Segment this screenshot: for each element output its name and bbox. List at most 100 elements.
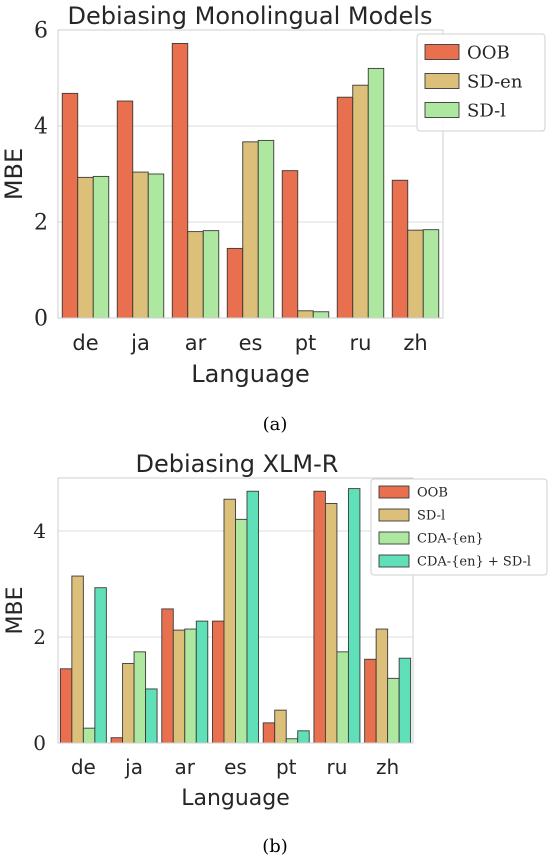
bar-ja-cda-en-sd-l (145, 688, 158, 744)
y-tick-label: 0 (33, 731, 46, 755)
legend-swatch (378, 485, 410, 499)
bar-zh-cda-en-sd-l (398, 657, 412, 744)
y-tick-label: 2 (33, 625, 46, 649)
y-tick-label: 0 (34, 307, 48, 332)
figure-caption: (b) (262, 836, 288, 856)
y-tick-label: 6 (34, 19, 48, 44)
bar-pt-cda-en-sd-l (297, 730, 310, 744)
legend: OOB SD-en SD-l (416, 33, 546, 132)
bar-ar-oob (171, 42, 189, 319)
bar-ru-oob (313, 490, 326, 744)
x-tick-label: de (72, 331, 98, 355)
bar-pt-sd-l (312, 311, 330, 319)
bar-pt-oob (281, 170, 299, 319)
x-tick-label: de (71, 755, 96, 779)
bar-ru-sd-l (324, 502, 338, 744)
bar-ar-cda-en- (184, 628, 197, 744)
bar-de-oob (59, 668, 73, 744)
x-tick-label: ru (326, 755, 347, 779)
y-axis-label: MBE (3, 587, 28, 635)
bar-ja-sd-l (147, 173, 165, 319)
bar-ru-cda-en- (336, 651, 349, 744)
bar-ar-oob (161, 608, 174, 744)
bar-de-sd-l (71, 575, 84, 744)
chart-panel-b: 0 2 4 de ja ar es pt ru zh Debiasing XLM-R Language… (3, 450, 548, 856)
x-tick-label: zh (376, 755, 399, 779)
legend-label: SD-l (417, 509, 445, 524)
x-tick-label: zh (403, 331, 427, 355)
legend-swatch (424, 102, 460, 118)
legend: OOB SD-l CDA-{en} CDA-{en} + SD-l (370, 478, 548, 576)
legend-swatch (424, 73, 460, 89)
bar-de-sd-en (77, 176, 94, 319)
bar-es-cda-en- (235, 518, 248, 744)
legend-swatch (378, 554, 410, 568)
legend-label: CDA-{en} (417, 532, 484, 547)
x-tick-label: es (224, 755, 247, 779)
bar-ar-sd-l (172, 629, 186, 744)
chart-title: Debiasing XLM-R (136, 450, 339, 478)
bar-es-sd-l (257, 139, 275, 319)
bar-zh-sd-en (407, 229, 424, 319)
plot-frame (57, 477, 414, 744)
y-tick-label: 4 (33, 519, 46, 543)
legend-label: OOB (467, 42, 510, 63)
bar-pt-sd-l (274, 709, 287, 744)
bar-es-oob (226, 247, 244, 319)
x-axis-label: Language (191, 360, 309, 388)
y-axis-label: MBE (0, 148, 28, 200)
bar-zh-oob (391, 179, 409, 319)
bar-ar-sd-l (202, 230, 220, 319)
x-tick-label: pt (295, 331, 317, 355)
bar-ja-oob (110, 737, 124, 744)
bar-es-sd-l (223, 498, 236, 744)
bar-ja-oob (116, 100, 134, 319)
legend-label: CDA-{en} + SD-l (417, 555, 531, 570)
x-axis-label: Language (181, 786, 290, 811)
plot-frame (57, 29, 444, 319)
legend-label: SD-l (467, 100, 506, 121)
figure-caption: (a) (263, 414, 288, 435)
bar-pt-cda-en- (285, 738, 299, 744)
legend-label: SD-en (467, 71, 523, 92)
bar-ru-sd-l (367, 67, 385, 319)
bar-ja-sd-l (122, 663, 135, 744)
x-tick-label: es (239, 331, 263, 355)
x-tick-label: pt (276, 755, 297, 779)
x-tick-label: ar (175, 755, 196, 779)
bar-ar-sd-en (187, 231, 204, 319)
legend-box (370, 478, 548, 576)
bar-es-oob (212, 620, 225, 744)
bar-ar-cda-en-sd-l (195, 620, 209, 744)
bar-es-cda-en-sd-l (246, 490, 259, 744)
bar-es-sd-en (242, 141, 259, 319)
y-tick-label: 2 (34, 211, 48, 236)
legend-swatch (378, 531, 410, 545)
x-tick-label: ru (350, 331, 372, 355)
bar-zh-sd-l (422, 229, 440, 319)
bar-de-cda-en- (82, 727, 96, 744)
bar-de-cda-en-sd-l (94, 587, 107, 744)
legend-label: OOB (417, 486, 448, 501)
bar-zh-sd-l (375, 628, 389, 744)
x-tick-label: ja (124, 755, 143, 779)
bar-de-oob (61, 92, 79, 319)
legend-swatch (424, 44, 460, 60)
bar-de-sd-l (92, 175, 110, 319)
bar-ru-cda-en-sd-l (347, 488, 361, 744)
bar-ja-cda-en- (133, 651, 147, 744)
bar-pt-sd-en (297, 310, 314, 319)
bar-ja-sd-en (132, 171, 149, 319)
bar-pt-oob (262, 722, 276, 744)
x-tick-label: ar (185, 331, 207, 355)
bar-zh-oob (364, 658, 377, 744)
x-tick-label: ja (130, 331, 150, 355)
chart-panel-a: 0 2 4 6 de ja ar es pt ru zh Debiasing Monolingual … (0, 2, 546, 435)
bar-ru-oob (336, 96, 354, 319)
legend-swatch (378, 508, 410, 522)
bar-zh-cda-en- (387, 677, 400, 744)
bar-ru-sd-en (352, 84, 369, 319)
y-tick-label: 4 (34, 115, 48, 140)
chart-title: Debiasing Monolingual Models (68, 2, 433, 30)
